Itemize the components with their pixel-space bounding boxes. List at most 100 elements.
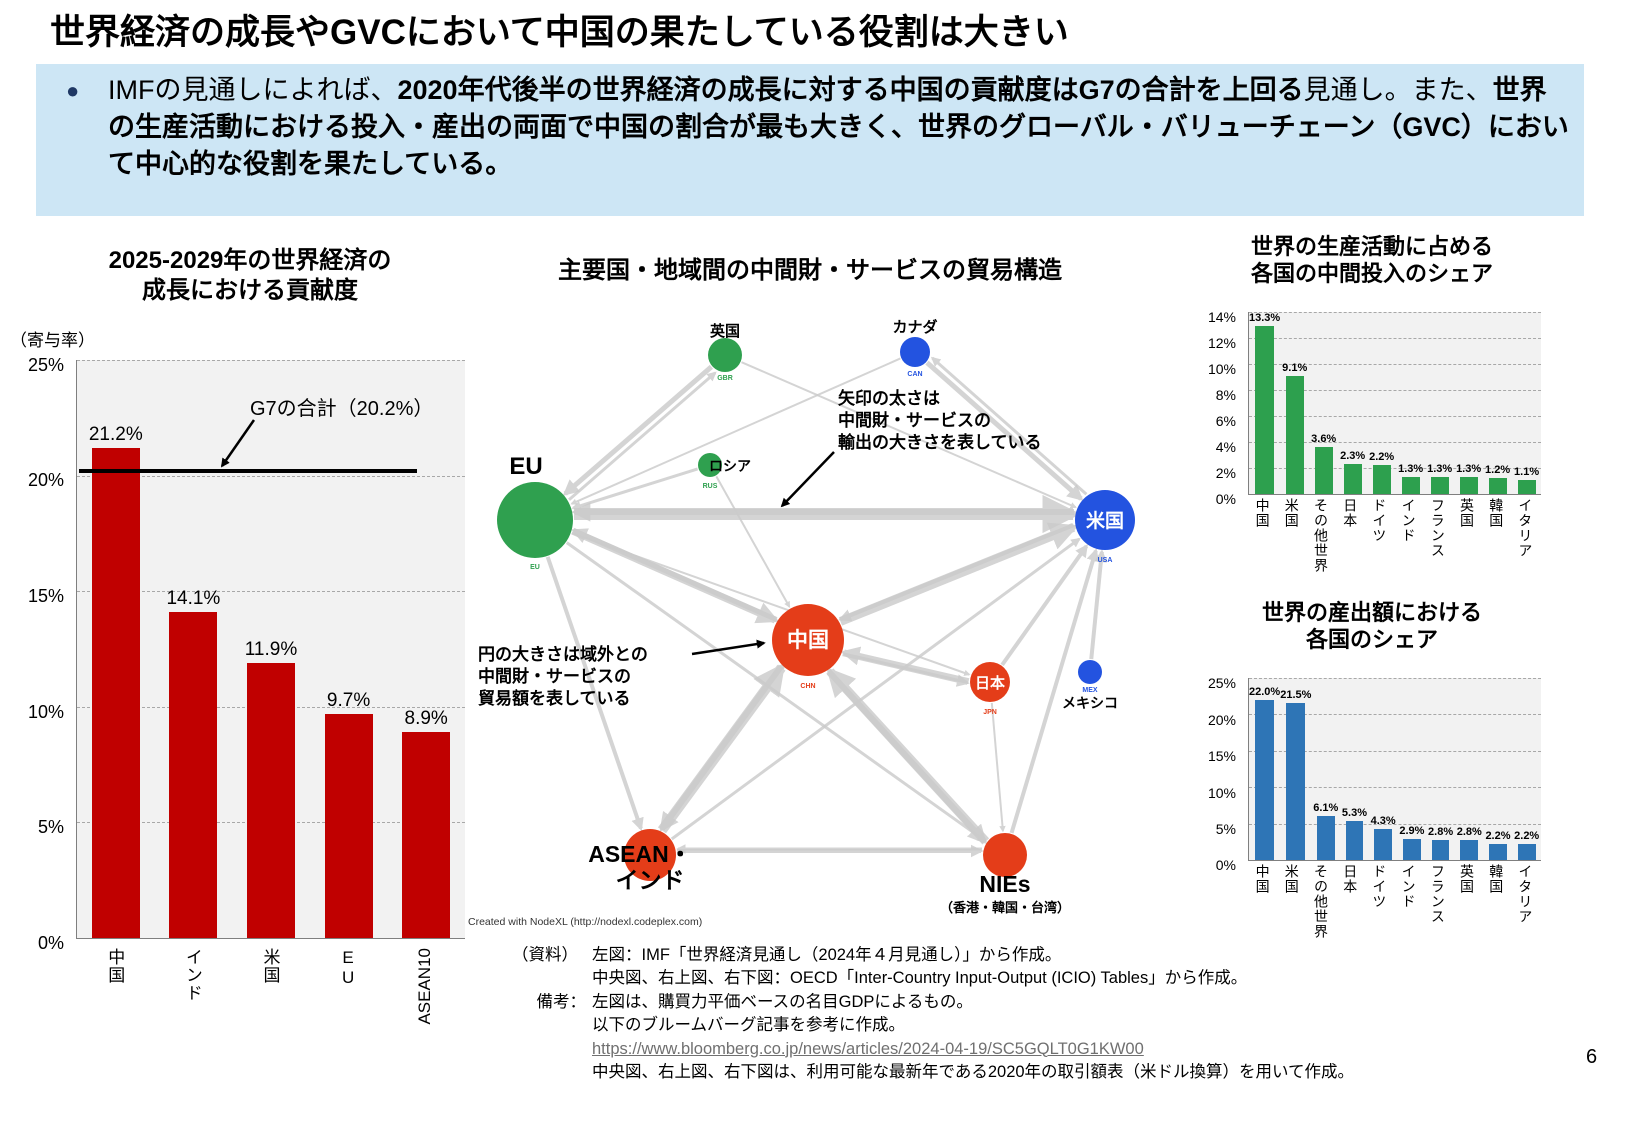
- bar-column: 2.2%: [1484, 678, 1513, 860]
- x-cell: インド: [154, 948, 232, 1083]
- node-CAN: [900, 337, 930, 367]
- bar-value-label: 1.1%: [1514, 465, 1540, 478]
- node-code-CHN: CHN: [800, 683, 815, 690]
- gridline: [1249, 678, 1541, 679]
- gridline: [1249, 823, 1541, 825]
- bar-column: 9.1%: [1280, 312, 1309, 494]
- node-code-USA: USA: [1098, 557, 1113, 564]
- node-label-USA: 米国: [1086, 509, 1124, 532]
- bar-column: 11.9%: [232, 360, 310, 938]
- g7-total-reference-line: [79, 468, 417, 473]
- x-category-label: その他世界: [1313, 498, 1329, 573]
- x-cell: 韓国: [1482, 498, 1511, 598]
- bar-中国: [91, 447, 140, 938]
- x-category-label: イタリア: [1517, 498, 1534, 558]
- node-GBR: [708, 338, 742, 372]
- x-category-label: 日本: [1342, 498, 1359, 528]
- gridline: [77, 360, 465, 361]
- gridline: [1249, 364, 1541, 365]
- trade-flow-EU-to-NIES: [565, 541, 988, 843]
- node-label-JPN: 日本: [975, 674, 1005, 692]
- x-category-label: 英国: [1459, 498, 1476, 528]
- lead-seg1: IMFの見通しによれば、: [108, 75, 398, 105]
- node-code-MEX: MEX: [1082, 687, 1098, 694]
- bar-column: 2.2%: [1512, 678, 1541, 860]
- bar-column: 1.3%: [1396, 312, 1425, 494]
- bar-value-label: 1.3%: [1456, 463, 1482, 476]
- x-cell: EU: [309, 948, 387, 1083]
- bar-value-label: 2.2%: [1485, 829, 1511, 842]
- note-row: 中央図、右上図、右下図：OECD「Inter-Country Input-Out…: [512, 967, 1582, 990]
- node-label-MEX: メキシコ: [1062, 695, 1118, 711]
- bar-インド: [169, 612, 218, 938]
- bar-value-label: 9.1%: [1282, 361, 1308, 374]
- x-category-label: ASEAN10: [415, 948, 435, 1025]
- bar-その他世界: [1316, 815, 1335, 860]
- bar-フランス: [1431, 839, 1450, 860]
- nodexl-credit: Created with NodeXL (http://nodexl.codep…: [468, 916, 703, 928]
- y-axis: 25% 20% 15% 10% 5% 0%: [8, 355, 70, 953]
- x-category-label: インド: [182, 948, 202, 1002]
- bar-value-label: 3.6%: [1311, 433, 1337, 446]
- x-cell: インド: [1394, 864, 1423, 964]
- gridline: [1249, 390, 1541, 391]
- bar-column: 13.3%: [1249, 312, 1280, 494]
- node-label-GBR: 英国: [710, 322, 740, 340]
- country-nodes: 英国 GBR カナダ CAN EU EU ロシア RUS 米国 USA 中国 CHN 日本 JPN メキシコ…: [497, 318, 1135, 915]
- trade-flow-GBR-to-EU: [562, 364, 714, 496]
- intermediate-input-chart-title: 世界の生産活動に占める 各国の中間投入のシェア: [1250, 234, 1493, 286]
- node-RUS: [698, 453, 722, 477]
- x-cell: フランス: [1423, 864, 1452, 964]
- bar-value-label: 21.2%: [88, 423, 143, 445]
- lead-seg2: 2020年代後半の世界経済の成長に対する中国の貢献度はG7の合計を上回る: [397, 75, 1304, 105]
- plot-area: 22.0% 21.5% 6.1% 5.3% 4.3% 2.9% 2.8% 2.8% 2.2% 2.…: [1248, 678, 1541, 861]
- x-category-label: 英国: [1459, 864, 1476, 894]
- trade-flow-RUS-to-EU: [571, 467, 699, 511]
- trade-flow-JPN-to-USA: [1000, 544, 1089, 667]
- gridline: [1249, 787, 1541, 789]
- bar-value-label: 2.8%: [1456, 825, 1482, 838]
- bar-column: 2.2%: [1367, 312, 1396, 494]
- bar-value-label: 6.1%: [1313, 801, 1339, 814]
- bar-column: 9.7%: [310, 360, 388, 938]
- source-notes: （資料） 左図：IMF「世界経済見通し（2024年４月見通し）」から作成。 中央図…: [512, 944, 1582, 1085]
- bar-日本: [1345, 821, 1364, 860]
- gridline: [1249, 468, 1541, 469]
- note-row: 中央図、右上図、右下図は、利用可能な最新年である2020年の取引額表（米ドル換算…: [512, 1061, 1582, 1084]
- bar-中国: [1254, 326, 1275, 494]
- bar-column: 2.8%: [1455, 678, 1484, 860]
- x-cell: ASEAN10: [386, 948, 464, 1083]
- node-code-GBR: GBR: [717, 375, 733, 382]
- gridline: [1249, 338, 1541, 339]
- bloomberg-link[interactable]: https://www.bloomberg.co.jp/news/article…: [592, 1039, 1144, 1058]
- output-share-chart-title: 世界の産出額における 各国のシェア: [1261, 600, 1482, 652]
- trade-flow-RUS-to-CHN: [715, 475, 791, 608]
- node-USA: [1075, 490, 1135, 550]
- x-cell: イタリア: [1511, 498, 1540, 598]
- trade-flow-CHN-to-ASEAN: [659, 664, 784, 832]
- y-tick-label: 5%: [37, 817, 64, 838]
- x-cell: その他世界: [1306, 864, 1335, 964]
- x-cell: ドイツ: [1365, 498, 1394, 598]
- contribution-bar-chart: 25% 20% 15% 10% 5% 0% 21.2% 14.1% 11.9% 9.7% 8.9%…: [8, 352, 476, 1097]
- bar-英国: [1459, 477, 1478, 494]
- x-cell: ドイツ: [1365, 864, 1394, 964]
- y-tick-label: 0%: [37, 932, 64, 953]
- node-sublabel-NIES: （香港・韓国・台湾）: [940, 900, 1070, 915]
- y-tick-label: 25%: [27, 354, 64, 375]
- y-tick-label: 8%: [1215, 387, 1236, 404]
- x-category-label: 米国: [1283, 498, 1300, 528]
- bar-column: 3.6%: [1309, 312, 1338, 494]
- trade-flow-MEX-to-USA: [1089, 549, 1108, 660]
- bar-column: 4.3%: [1369, 678, 1398, 860]
- y-tick-label: 4%: [1215, 439, 1236, 456]
- trade-flow-CHN-to-NIES: [826, 669, 987, 845]
- bar-column: 22.0%: [1249, 678, 1280, 860]
- bar-value-label: 2.8%: [1428, 825, 1454, 838]
- bar-フランス: [1430, 477, 1449, 494]
- trade-flow-EU-to-JPN: [571, 532, 971, 676]
- bar-value-label: 22.0%: [1249, 685, 1281, 698]
- x-cell: イタリア: [1511, 864, 1540, 964]
- trade-flow-GBR-to-USA: [741, 361, 1077, 509]
- bar-value-label: 9.7%: [326, 689, 371, 711]
